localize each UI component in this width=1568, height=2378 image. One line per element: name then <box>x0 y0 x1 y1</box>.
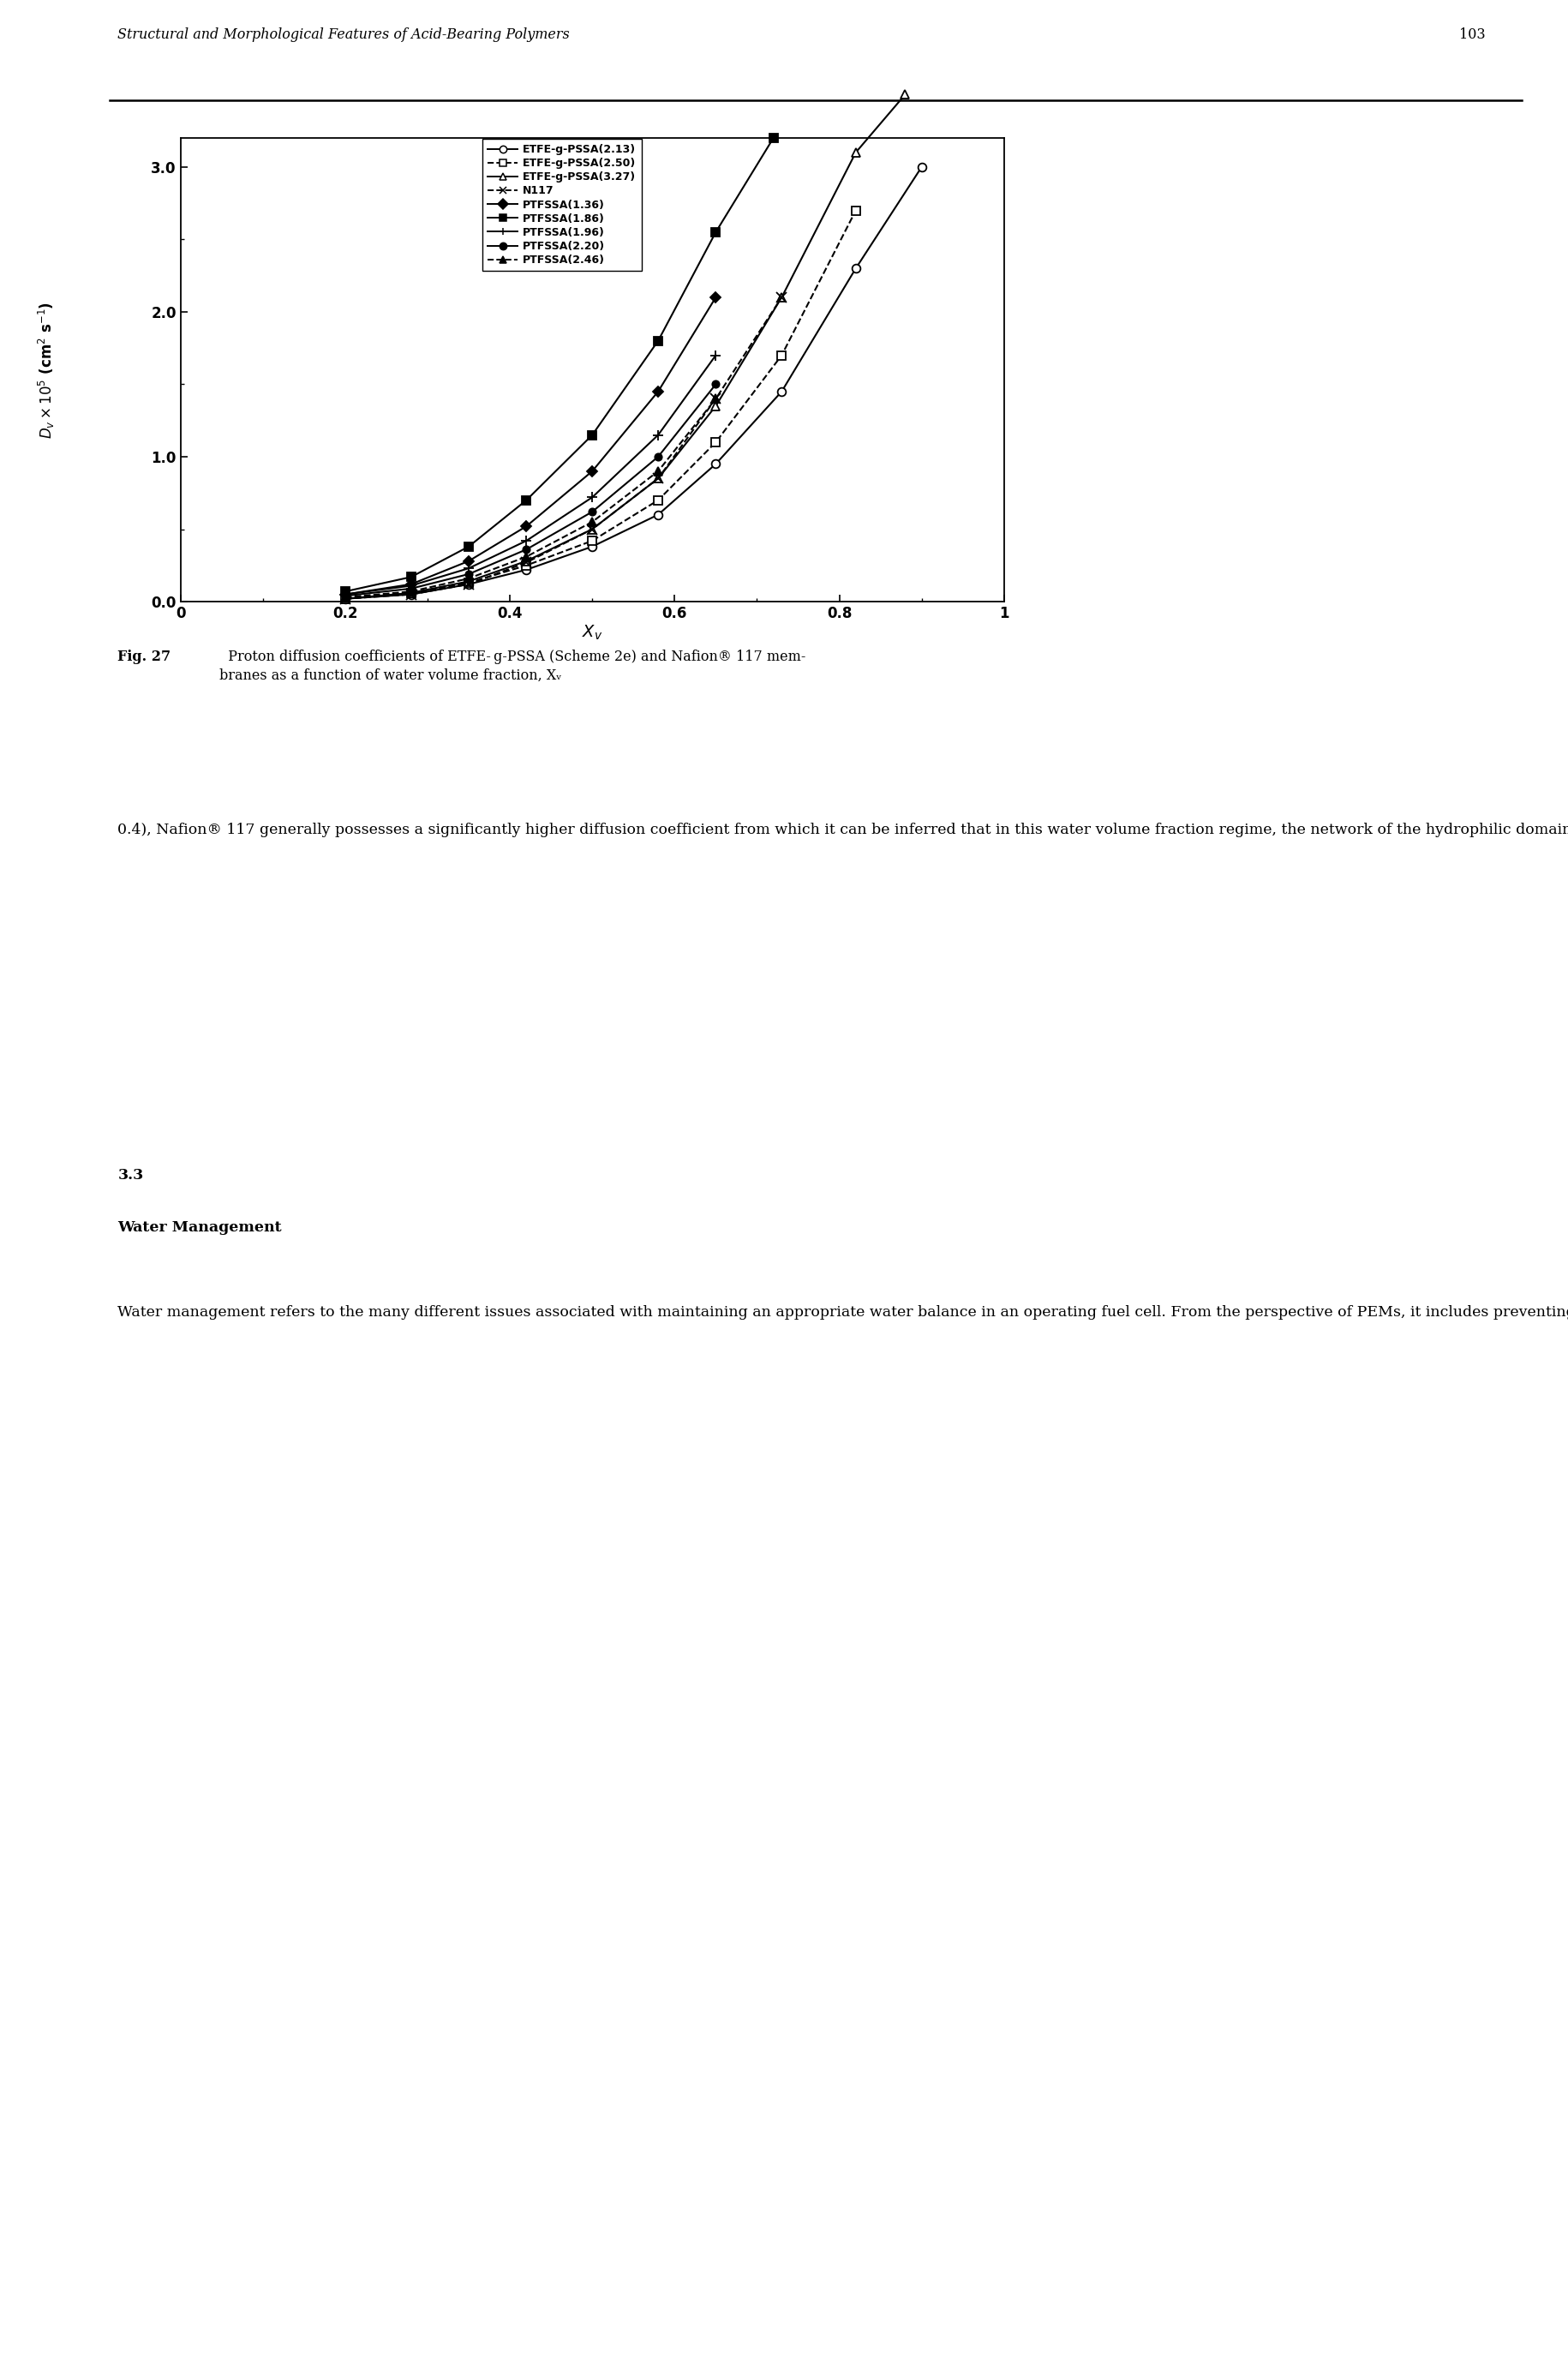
Text: 103: 103 <box>1458 26 1485 40</box>
Text: $D_v \times 10^5$ (cm$^2$ s$^{-1}$): $D_v \times 10^5$ (cm$^2$ s$^{-1}$) <box>38 302 56 438</box>
Text: Fig. 27: Fig. 27 <box>118 649 171 663</box>
X-axis label: $X_v$: $X_v$ <box>582 623 602 642</box>
Text: 3.3: 3.3 <box>118 1168 144 1182</box>
Text: Water Management: Water Management <box>118 1220 282 1234</box>
Text: Water management refers to the many different issues associated with maintaining: Water management refers to the many diff… <box>118 1306 1568 1320</box>
Text: 0.4), Nafion® 117 generally possesses a significantly higher diffusion coefficie: 0.4), Nafion® 117 generally possesses a … <box>118 823 1568 837</box>
Text: Proton diffusion coefficients of ETFE- g-PSSA (Scheme 2e) and Nafion® 117 mem-
b: Proton diffusion coefficients of ETFE- g… <box>220 649 806 682</box>
Text: Structural and Morphological Features of Acid-Bearing Polymers: Structural and Morphological Features of… <box>118 26 569 40</box>
Legend: ETFE-g-PSSA(2.13), ETFE-g-PSSA(2.50), ETFE-g-PSSA(3.27), N117, PTFSSA(1.36), PTF: ETFE-g-PSSA(2.13), ETFE-g-PSSA(2.50), ET… <box>481 138 641 271</box>
